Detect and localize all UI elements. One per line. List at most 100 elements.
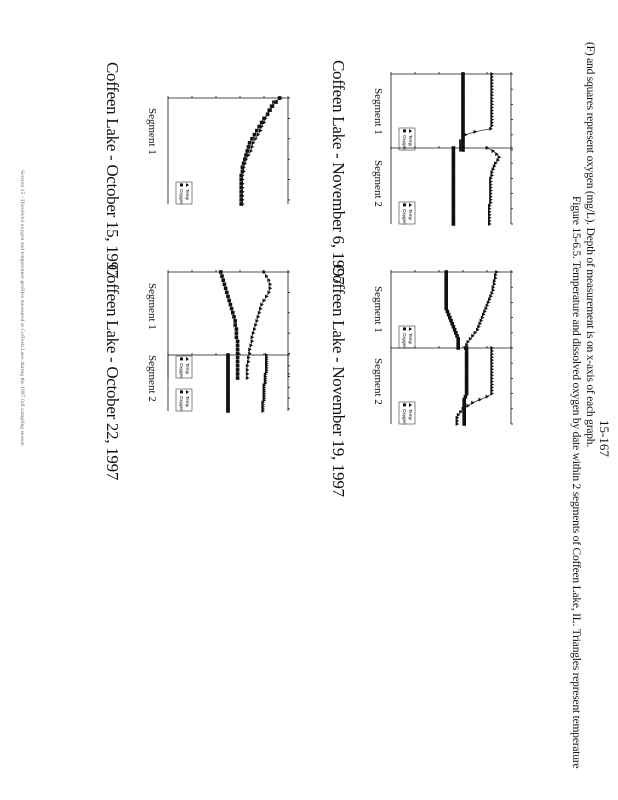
oxygen-point — [445, 309, 450, 314]
temp-point — [465, 342, 469, 347]
oxygen-point — [461, 90, 465, 95]
oxygen-point — [451, 185, 456, 190]
figure-caption-line-1: Figure 15-6.5. Temperature and dissolved… — [570, 196, 582, 769]
temp-point — [490, 111, 494, 116]
oxygen-point — [259, 120, 264, 125]
temp-point — [259, 128, 263, 133]
legend-temp-label: Temp — [408, 409, 413, 421]
temp-point — [245, 367, 250, 372]
oxygen-point — [461, 75, 465, 79]
oxygen-point — [461, 133, 465, 137]
temp-point — [261, 409, 265, 413]
oxygen-point — [461, 114, 465, 119]
legend-oxygen-label: Oxygen — [179, 363, 184, 379]
temp-point — [490, 361, 494, 366]
oxygen-point — [277, 96, 282, 100]
oxygen-point — [233, 323, 237, 327]
temp-point — [489, 197, 493, 202]
temp-point — [468, 336, 473, 341]
temp-point — [262, 398, 267, 403]
oxygen-point — [462, 397, 466, 402]
oxygen-point — [461, 136, 465, 140]
oxygen-point — [247, 141, 252, 145]
oxygen-point — [451, 158, 456, 162]
oxygen-point — [229, 306, 234, 311]
oxygen-point — [235, 347, 240, 352]
oxygen-point — [222, 282, 227, 287]
oxygen-point — [450, 321, 454, 326]
oxygen-point — [464, 355, 469, 359]
temp-point — [491, 288, 496, 293]
temp-point — [260, 124, 264, 129]
temp-point — [494, 161, 498, 166]
oxygen-point — [464, 391, 469, 396]
oxygen-point — [461, 102, 465, 107]
temp-point — [490, 90, 494, 95]
temp-point — [251, 331, 256, 336]
temp-point — [265, 274, 269, 279]
temp-point — [492, 282, 497, 287]
temp-point — [471, 400, 475, 405]
oxygen-point — [462, 400, 466, 405]
temp-point — [492, 279, 497, 284]
legend-oxygen-icon — [403, 129, 406, 133]
temp-point — [268, 282, 273, 287]
oxygen-point — [241, 161, 246, 166]
temp-point — [490, 72, 494, 76]
oxygen-point — [235, 355, 240, 360]
oxygen-point — [451, 324, 456, 329]
series-line-temp — [465, 271, 497, 349]
temp-point — [247, 359, 251, 364]
legend-oxygen-icon — [180, 357, 183, 361]
temp-point — [262, 298, 267, 303]
oxygen-point — [464, 361, 469, 365]
temp-point — [250, 335, 255, 340]
temp-point — [250, 144, 255, 149]
legend-box — [398, 201, 416, 225]
oxygen-point — [462, 413, 466, 417]
oxygen-point — [451, 197, 456, 202]
legend-temp-icon — [186, 183, 189, 187]
legend-box — [175, 388, 193, 412]
temp-point — [490, 87, 494, 92]
legend-oxygen-label: Oxygen — [402, 409, 407, 425]
temp-point — [248, 347, 252, 352]
temp-point — [265, 294, 269, 299]
oxygen-point — [444, 276, 448, 280]
temp-point — [490, 352, 494, 357]
oxygen-point — [451, 152, 456, 156]
oxygen-point — [444, 288, 448, 293]
temp-point — [456, 412, 461, 417]
temp-point — [490, 385, 494, 390]
temp-point — [455, 415, 460, 420]
oxygen-point — [461, 87, 465, 91]
oxygen-point — [220, 274, 224, 278]
legend-temp-label: Temp — [408, 209, 413, 221]
temp-point — [495, 270, 499, 274]
temp-point — [455, 422, 460, 426]
legend-temp-icon — [409, 203, 412, 207]
legend-temp-label: Temp — [185, 189, 190, 201]
oxygen-point — [461, 142, 465, 146]
temp-point — [245, 371, 250, 376]
oxygen-point — [461, 123, 465, 128]
oxygen-point — [240, 165, 245, 170]
oxygen-point — [461, 96, 465, 101]
oxygen-point — [270, 104, 275, 108]
temp-point — [471, 333, 475, 338]
oxygen-point — [461, 139, 465, 143]
temp-point — [466, 339, 470, 344]
temp-point — [490, 123, 494, 128]
temp-point — [488, 297, 492, 302]
oxygen-point — [462, 410, 466, 414]
temp-point — [488, 218, 492, 223]
legend-temp-label: Temp — [408, 333, 413, 345]
oxygen-point — [462, 419, 466, 423]
oxygen-point — [464, 388, 469, 393]
oxygen-point — [464, 385, 469, 390]
temp-point — [473, 129, 478, 134]
temp-point — [490, 105, 494, 110]
